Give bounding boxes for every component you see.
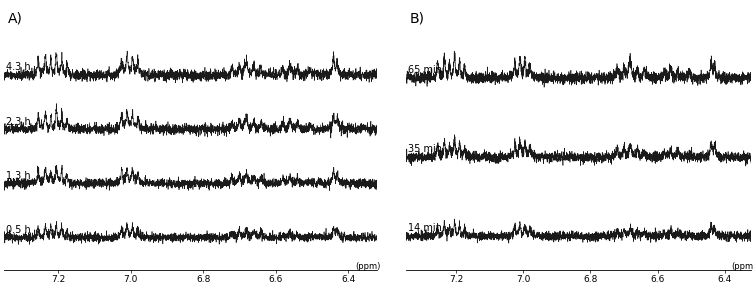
Text: 4.3 h: 4.3 h: [5, 62, 30, 72]
Text: (ppm): (ppm): [731, 262, 753, 271]
Text: 2.3 h: 2.3 h: [5, 117, 30, 127]
Text: (ppm): (ppm): [355, 262, 381, 271]
Text: 14 min: 14 min: [407, 223, 441, 233]
Text: 1.3 h: 1.3 h: [5, 171, 30, 181]
Text: 65 min: 65 min: [407, 65, 441, 75]
Text: 0.5 h: 0.5 h: [5, 225, 30, 235]
Text: B): B): [410, 11, 424, 26]
Text: 35 min: 35 min: [407, 144, 441, 154]
Text: A): A): [8, 11, 23, 26]
